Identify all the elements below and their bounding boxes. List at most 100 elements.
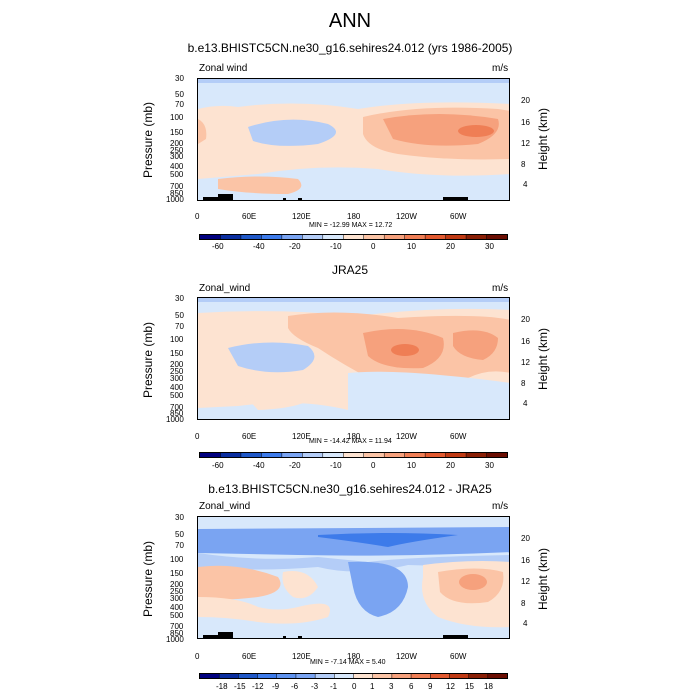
panel-3-colorbar-label: -18 (216, 682, 228, 691)
panel-1-xtick: 60E (242, 212, 257, 221)
panel-1-ylabel-left: Pressure (mb) (141, 101, 156, 179)
panel-3-colorbar-label: -12 (252, 682, 264, 691)
panel-3-colorbar-label: -3 (311, 682, 319, 691)
panel-3-xtick: 0 (195, 652, 200, 661)
panel-2-ptick: 400 (170, 383, 184, 392)
colorbar-swatch (411, 674, 431, 678)
panel-1-ptick: 1000 (166, 195, 184, 204)
panel-3-colorbar-label: -1 (330, 682, 338, 691)
panel-3-colorbar-label: -6 (291, 682, 299, 691)
colorbar-swatch (257, 674, 278, 678)
panel-2-colorbar-label: 20 (446, 461, 455, 470)
colorbar-swatch (404, 453, 426, 457)
panel-3-ptick: 300 (170, 594, 184, 603)
panel-3-minmax: MIN = -7.14 MAX = 5.40 (310, 659, 386, 666)
panel-3-plot (197, 516, 510, 639)
colorbar-swatch (466, 235, 488, 239)
panel-1-colorbar-label: -40 (253, 242, 265, 251)
panel-3-colorbar-label: 3 (389, 682, 394, 691)
panel-2-xtick: 120E (292, 432, 311, 441)
panel-2-xtick: 120W (396, 432, 417, 441)
panel-1-ptick: 100 (170, 113, 184, 122)
panel-3-xtick: 180 (347, 652, 361, 661)
panel-2-colorbar-label: 30 (485, 461, 494, 470)
main-title: ANN (328, 10, 372, 32)
panel-2-ptick: 70 (175, 322, 184, 331)
panel-1-ptick: 500 (170, 170, 184, 179)
panel-3-units: m/s (492, 501, 509, 512)
panel-1-colorbar (199, 234, 508, 240)
panel-1-units: m/s (492, 63, 509, 74)
panel-3-colorbar-label: 18 (484, 682, 493, 691)
panel-1-colorbar-swatches (200, 235, 507, 239)
panel-1-ptick: 850 (170, 189, 184, 198)
panel-2-xtick: 0 (195, 432, 200, 441)
panel-3-xtick: 120E (292, 652, 311, 661)
panel-1-colorbar-label: 0 (371, 242, 376, 251)
panel-3-ptick: 700 (170, 622, 184, 631)
panel-2-ptick: 300 (170, 374, 184, 383)
colorbar-swatch (281, 235, 303, 239)
panel-3-ptick: 150 (170, 569, 184, 578)
panel-1-ptick: 70 (175, 100, 184, 109)
panel-2-colorbar-label: -60 (212, 461, 224, 470)
colorbar-swatch (486, 453, 507, 457)
panel-2-ptick: 50 (175, 311, 184, 320)
colorbar-swatch (322, 235, 344, 239)
panel-3-colorbar-label: 9 (428, 682, 433, 691)
panel-3-colorbar-swatches (200, 674, 507, 678)
panel-2-colorbar (199, 452, 508, 458)
panel-2-ptick: 1000 (166, 415, 184, 424)
colorbar-swatch (468, 674, 489, 678)
panel-2-ptick: 250 (170, 367, 184, 376)
colorbar-swatch (445, 453, 467, 457)
colorbar-swatch (295, 674, 316, 678)
panel-2-ptick: 150 (170, 349, 184, 358)
colorbar-swatch (466, 453, 488, 457)
panel-1-ptick: 700 (170, 182, 184, 191)
panel-2-htick: 12 (521, 358, 530, 367)
panel-3-htick: 20 (521, 534, 530, 543)
panel-2-htick: 16 (521, 337, 530, 346)
panel-2-ylabel-left: Pressure (mb) (141, 321, 156, 399)
colorbar-swatch (363, 453, 385, 457)
colorbar-swatch (220, 453, 242, 457)
colorbar-swatch (430, 674, 450, 678)
colorbar-swatch (363, 235, 385, 239)
panel-1-ptick: 50 (175, 90, 184, 99)
panel-3-colorbar-label: 12 (446, 682, 455, 691)
panel-2-htick: 4 (523, 399, 528, 408)
panel-3-xtick: 60E (242, 652, 257, 661)
panel-1-colorbar-label: -20 (289, 242, 301, 251)
colorbar-swatch (200, 453, 221, 457)
panel-3-colorbar-label: -9 (272, 682, 280, 691)
panel-1-htick: 12 (521, 139, 530, 148)
colorbar-swatch (315, 674, 335, 678)
panel-1-colorbar-label: 20 (446, 242, 455, 251)
colorbar-swatch (276, 674, 297, 678)
panel-3-htick: 12 (521, 577, 530, 586)
panel-2-colorbar-label: -10 (330, 461, 342, 470)
colorbar-swatch (240, 453, 262, 457)
panel-2-ptick: 100 (170, 335, 184, 344)
panel-3-ptick: 50 (175, 530, 184, 539)
panel-2-title: JRA25 (331, 263, 369, 277)
panel-1-minmax: MIN = -12.99 MAX = 12.72 (309, 222, 393, 229)
panel-3-field-label: Zonal_wind (199, 501, 251, 512)
panel-1-plot (197, 78, 510, 201)
panel-2-ptick: 700 (170, 403, 184, 412)
panel-3-ptick: 30 (175, 513, 184, 522)
panel-3-ptick: 200 (170, 580, 184, 589)
colorbar-swatch (240, 235, 262, 239)
panel-1-ptick: 150 (170, 128, 184, 137)
panel-2-ptick: 200 (170, 360, 184, 369)
colorbar-swatch (281, 453, 303, 457)
panel-2-units: m/s (492, 283, 509, 294)
panel-1-ylabel-right: Height (km) (536, 107, 551, 171)
panel-2-plot (197, 297, 510, 420)
colorbar-swatch (219, 674, 239, 678)
panel-1-htick: 16 (521, 118, 530, 127)
panel-3-colorbar (199, 673, 508, 679)
panel-2-ylabel-right: Height (km) (536, 327, 551, 391)
panel-2-colorbar-label: -40 (253, 461, 265, 470)
